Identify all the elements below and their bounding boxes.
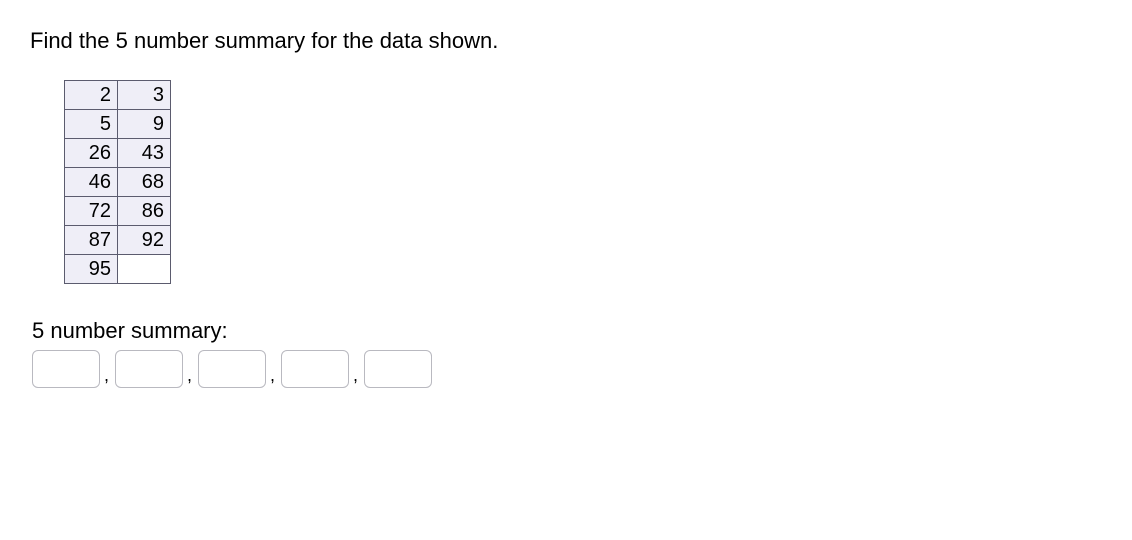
summary-input-row: , , , , [32, 350, 1102, 388]
table-row: 72 86 [65, 197, 171, 226]
data-cell: 2 [65, 81, 118, 110]
separator: , [183, 366, 198, 388]
table-row: 5 9 [65, 110, 171, 139]
data-cell: 46 [65, 168, 118, 197]
data-cell: 86 [118, 197, 171, 226]
question-prompt: Find the 5 number summary for the data s… [30, 28, 1102, 54]
table-row: 26 43 [65, 139, 171, 168]
table-row: 87 92 [65, 226, 171, 255]
data-cell: 92 [118, 226, 171, 255]
data-cell: 26 [65, 139, 118, 168]
data-cell: 9 [118, 110, 171, 139]
summary-input-median[interactable] [198, 350, 266, 388]
table-row: 95 [65, 255, 171, 284]
data-cell: 43 [118, 139, 171, 168]
data-cell-empty [118, 255, 171, 284]
data-cell: 72 [65, 197, 118, 226]
summary-input-q1[interactable] [115, 350, 183, 388]
data-cell: 5 [65, 110, 118, 139]
data-cell: 3 [118, 81, 171, 110]
summary-input-min[interactable] [32, 350, 100, 388]
table-row: 46 68 [65, 168, 171, 197]
data-table: 2 3 5 9 26 43 46 68 72 86 87 92 95 [64, 80, 171, 284]
summary-input-max[interactable] [364, 350, 432, 388]
summary-label: 5 number summary: [32, 318, 1102, 344]
summary-input-q3[interactable] [281, 350, 349, 388]
table-row: 2 3 [65, 81, 171, 110]
data-cell: 68 [118, 168, 171, 197]
data-cell: 95 [65, 255, 118, 284]
data-cell: 87 [65, 226, 118, 255]
separator: , [266, 366, 281, 388]
separator: , [100, 366, 115, 388]
separator: , [349, 366, 364, 388]
